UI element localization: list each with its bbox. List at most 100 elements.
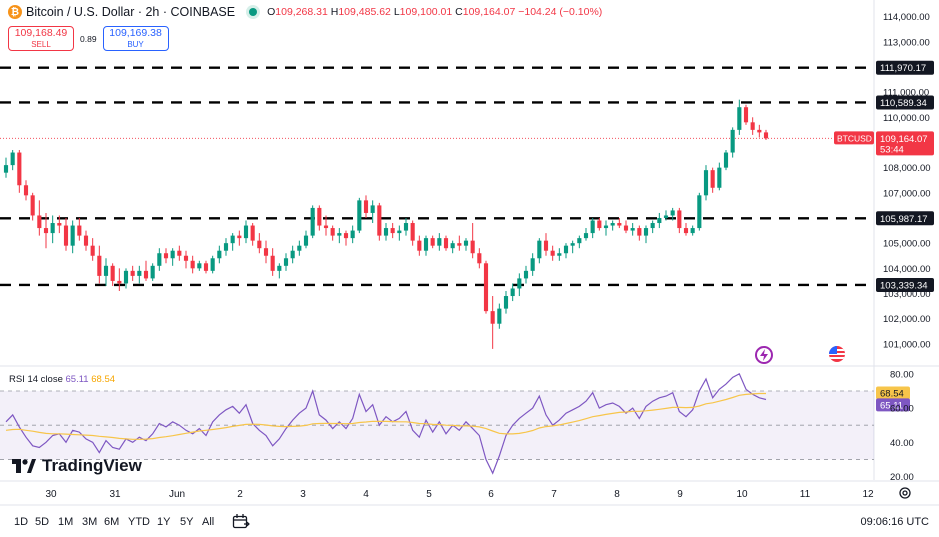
price-tick-label: 110,000.00: [883, 113, 930, 124]
sell-price: 109,168.49: [14, 27, 68, 39]
price-tick-label: 113,000.00: [883, 37, 930, 48]
symbol-badge-text: BTCUSD: [837, 133, 872, 143]
candle-body: [550, 250, 555, 256]
rsi-line: [5, 372, 767, 475]
candle-body: [183, 255, 189, 261]
market-status-icon: [249, 8, 258, 16]
trade-panel: 109,168.49 SELL 0.89 109,169.38 BUY: [8, 26, 169, 51]
candles: [3, 99, 769, 349]
candle-body: [163, 253, 169, 259]
timeframe-3m-button[interactable]: 3M: [82, 516, 98, 528]
utc-clock[interactable]: 09:06:16 UTC: [860, 516, 929, 528]
candle-body: [83, 235, 89, 246]
candle-body: [510, 288, 515, 297]
timeframe-5y-button[interactable]: 5Y: [180, 516, 194, 528]
candle-body: [630, 228, 635, 231]
level-label: 110,589.34: [880, 98, 927, 109]
candle-body: [763, 132, 769, 139]
candle-body: [223, 243, 229, 251]
candle-body: [443, 238, 449, 249]
candle-body: [250, 225, 255, 241]
candle-body: [403, 223, 409, 231]
tradingview-logo[interactable]: TradingView: [12, 456, 142, 476]
time-tick-label: 5: [426, 489, 432, 500]
candle-body: [750, 122, 755, 130]
rsi-tick-label: 40.00: [890, 438, 914, 449]
rsi-tick-label: 60.00: [890, 404, 914, 415]
candle-body: [217, 250, 222, 259]
high-value: 109,485.62: [338, 6, 391, 18]
rsi-legend[interactable]: RSI 14 close 65.11 68.54: [9, 374, 115, 385]
candle-body: [497, 308, 502, 324]
candle-body: [383, 228, 389, 236]
rsi-value: 65.11: [65, 374, 89, 385]
candle-body: [3, 165, 9, 173]
candle-body: [343, 233, 349, 239]
candle-body: [710, 170, 715, 188]
candle-body: [577, 238, 582, 244]
candle-body: [17, 152, 22, 186]
level-label: 105,987.17: [880, 214, 928, 225]
candle-body: [757, 129, 762, 133]
us-flag-event-icon[interactable]: [829, 346, 845, 362]
price-tick-label: 105,000.00: [883, 239, 931, 250]
candle-body: [337, 233, 342, 236]
timeframe-5d-button[interactable]: 5D: [35, 516, 50, 528]
candle-body: [677, 210, 682, 229]
candle-body: [703, 170, 709, 196]
buy-price: 109,169.38: [109, 27, 162, 39]
candle-body: [237, 235, 242, 239]
rsi-value-badge: [876, 398, 910, 412]
candle-body: [390, 228, 395, 234]
candle-body: [210, 258, 215, 271]
candle-body: [157, 253, 162, 266]
level-label-box: [876, 95, 934, 110]
timeframe-1d-button[interactable]: 1D: [14, 516, 29, 528]
candle-body: [730, 129, 735, 153]
settings-gear-icon[interactable]: [898, 486, 912, 500]
current-price-badge: [876, 131, 934, 156]
time-tick-label: 8: [614, 489, 620, 500]
candle-body: [150, 265, 155, 279]
time-tick-label: 3: [300, 489, 306, 500]
candle-body: [423, 238, 429, 251]
candle-body: [557, 253, 562, 256]
candle-body: [397, 230, 402, 234]
candle-body: [243, 225, 249, 239]
candle-body: [537, 240, 542, 259]
timeframe-1m-button[interactable]: 1M: [58, 516, 74, 528]
candle-body: [690, 228, 695, 234]
symbol-title[interactable]: Bitcoin / U.S. Dollar · 2h · COINBASE: [26, 5, 236, 19]
timeframe-6m-button[interactable]: 6M: [104, 516, 120, 528]
candle-body: [437, 238, 442, 246]
buy-button[interactable]: 109,169.38 BUY: [102, 26, 169, 51]
candle-body: [563, 245, 569, 254]
price-tick-label: 103,000.00: [883, 289, 931, 300]
candle-body: [457, 243, 462, 246]
calendar-range-icon[interactable]: [232, 513, 250, 529]
spread-value: 0.89: [80, 33, 97, 44]
candle-body: [330, 228, 335, 236]
horizontal-levels[interactable]: 111,970.17 110,589.34 105,987.17 103,339.34…: [0, 60, 934, 292]
candle-body: [570, 243, 575, 246]
timeframe-ytd-button[interactable]: YTD: [128, 516, 150, 528]
candle-body: [470, 240, 475, 254]
rsi-title: RSI 14 close: [9, 374, 63, 385]
change-value: −104.24 (−0.10%): [518, 6, 603, 18]
timeframe-all-button[interactable]: All: [202, 516, 215, 528]
candle-body: [683, 228, 689, 234]
candle-body: [110, 265, 115, 281]
timeframe-1y-button[interactable]: 1Y: [157, 516, 171, 528]
candle-body: [77, 225, 82, 236]
buy-label: BUY: [127, 40, 144, 49]
candle-body: [363, 200, 369, 213]
candle-body: [177, 250, 182, 256]
level-label-box: [876, 211, 934, 226]
candle-body: [410, 223, 415, 241]
lightning-event-icon[interactable]: [755, 346, 773, 364]
sell-button[interactable]: 109,168.49 SELL: [8, 26, 74, 51]
time-tick-label: 31: [109, 489, 121, 500]
time-tick-label: 10: [736, 489, 748, 500]
